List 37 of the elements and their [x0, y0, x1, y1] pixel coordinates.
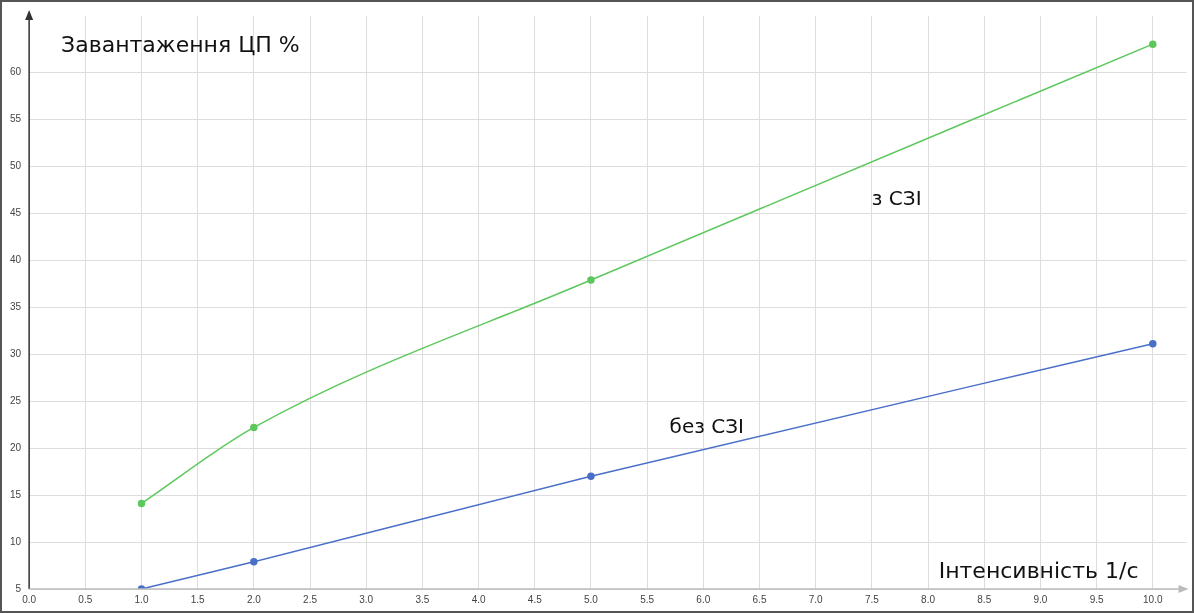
x-tick-label: 2.0 — [246, 593, 262, 605]
x-axis-title: Інтенсивність 1/с — [938, 557, 1139, 583]
x-tick-label: 3.5 — [415, 593, 430, 605]
x-tick-label: 4.0 — [471, 593, 486, 605]
y-tick-label: 25 — [10, 394, 22, 406]
x-tick-label: 6.5 — [752, 593, 767, 605]
x-tick-label: 0.0 — [22, 593, 37, 605]
y-tick-label: 20 — [10, 441, 22, 453]
y-tick-label: 5 — [15, 582, 22, 594]
x-tick-label: 7.5 — [864, 593, 880, 605]
x-tick-label: 1.0 — [134, 593, 149, 605]
x-tick-label: 1.5 — [190, 593, 206, 605]
x-tick-label: 10.0 — [1143, 593, 1163, 605]
y-tick-label: 60 — [10, 66, 22, 78]
y-tick-label: 50 — [10, 160, 22, 172]
series-label: без СЗІ — [669, 413, 744, 438]
x-tick-label: 7.0 — [808, 593, 824, 605]
x-tick-label: 2.5 — [303, 593, 318, 605]
series-label: з СЗІ — [871, 186, 922, 211]
x-tick-label: 4.5 — [527, 593, 543, 605]
y-tick-label: 15 — [10, 488, 22, 500]
x-tick-label: 9.5 — [1089, 593, 1104, 605]
x-tick-label: 3.0 — [359, 593, 374, 605]
x-tick-label: 8.0 — [921, 593, 936, 605]
x-tick-label: 6.0 — [696, 593, 711, 605]
x-tick-label: 0.5 — [78, 593, 93, 605]
x-tick-label: 9.0 — [1033, 593, 1048, 605]
x-tick-label: 5.5 — [640, 593, 655, 605]
y-tick-label: 35 — [10, 300, 22, 312]
y-axis-title: Завантаження ЦП % — [61, 31, 300, 57]
y-tick-label: 55 — [10, 113, 22, 125]
y-tick-label: 10 — [10, 535, 22, 547]
x-tick-label: 8.5 — [977, 593, 992, 605]
y-tick-label: 30 — [10, 347, 22, 359]
y-tick-label: 40 — [10, 253, 22, 265]
y-tick-label: 45 — [10, 207, 22, 219]
x-tick-label: 5.0 — [584, 593, 599, 605]
